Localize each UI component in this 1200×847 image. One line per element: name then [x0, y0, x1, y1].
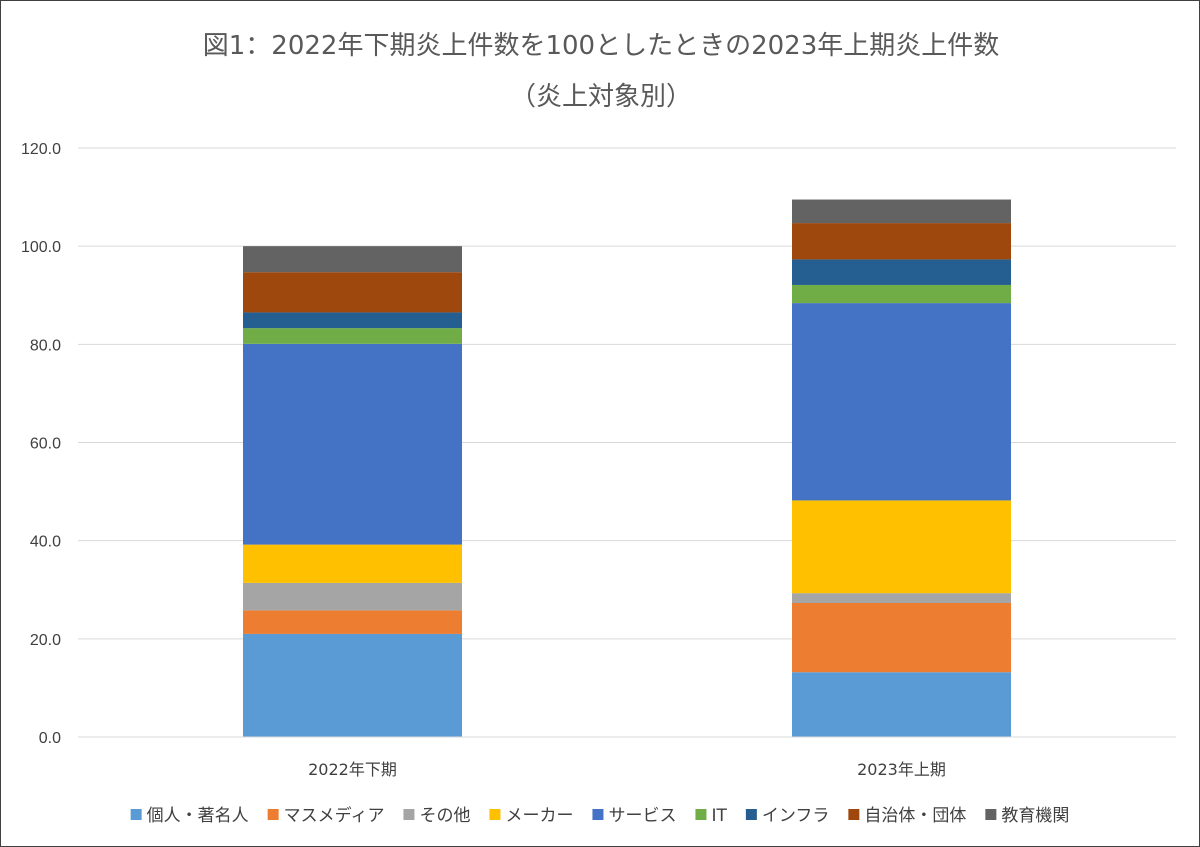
legend-label: 自治体・団体 — [864, 806, 966, 826]
bar-stack — [792, 199, 1011, 737]
bar-segment — [243, 343, 462, 545]
y-tick-label: 80.0 — [30, 337, 61, 354]
legend-item: 教育機関 — [985, 806, 1069, 826]
legend-swatch — [403, 809, 415, 820]
legend-label: 個人・著名人 — [147, 806, 249, 826]
legend-swatch — [489, 809, 501, 820]
legend-item: IT — [695, 806, 727, 826]
x-tick-label: 2023年上期 — [857, 760, 946, 779]
bar-segment — [792, 672, 1011, 737]
legend-swatch — [267, 809, 279, 820]
x-tick-label: 2022年下期 — [308, 760, 397, 779]
bar-segment — [243, 582, 462, 611]
legend-swatch — [592, 809, 604, 820]
bar-segment — [243, 312, 462, 329]
legend-label: その他 — [419, 806, 470, 826]
legend-swatch — [985, 809, 997, 820]
legend-item: その他 — [403, 806, 470, 826]
legend-label: IT — [711, 806, 727, 826]
legend: 個人・著名人 マスメディア その他 メーカー サービス IT インフラ 自治体・団体 教育機関 — [130, 805, 1069, 826]
legend-label: サービス — [608, 806, 676, 826]
y-tick-label: 120.0 — [21, 141, 61, 158]
bar-segment — [792, 199, 1011, 224]
bar-segment — [792, 303, 1011, 501]
bar-segment — [243, 328, 462, 344]
legend-item: インフラ — [745, 806, 830, 826]
x-axis-labels: 2022年下期 2023年上期 — [308, 760, 946, 779]
y-tick-label: 40.0 — [30, 534, 61, 551]
legend-swatch — [695, 809, 707, 820]
y-tick-label: 0.0 — [39, 730, 61, 747]
bar-segment — [243, 246, 462, 273]
legend-swatch — [848, 809, 860, 820]
legend-label: インフラ — [762, 806, 830, 826]
chart-title: 図1：2022年下期炎上件数を100としたときの2023年上期炎上件数 — [203, 31, 1000, 61]
legend-item: マスメディア — [267, 805, 385, 826]
bar-segment — [792, 593, 1011, 604]
legend-item: 個人・著名人 — [130, 806, 249, 826]
bar-segment — [792, 603, 1011, 673]
legend-swatch — [130, 809, 142, 820]
bar-stack — [243, 246, 462, 737]
bars — [243, 199, 1011, 737]
y-axis-ticks: 0.0 20.0 40.0 60.0 80.0 100.0 120.0 — [21, 141, 61, 747]
bar-segment — [792, 223, 1011, 260]
legend-item: メーカー — [489, 806, 573, 826]
bar-segment — [792, 284, 1011, 304]
bar-segment — [792, 500, 1011, 594]
bar-segment — [243, 610, 462, 634]
legend-swatch — [745, 809, 757, 820]
legend-item: 自治体・団体 — [848, 806, 966, 826]
gridlines — [78, 147, 1176, 640]
bar-segment — [792, 259, 1011, 285]
y-tick-label: 60.0 — [30, 436, 61, 453]
y-tick-label: 20.0 — [30, 632, 61, 649]
bar-segment — [243, 272, 462, 313]
y-tick-label: 100.0 — [21, 239, 61, 256]
chart-subtitle: （炎上対象別） — [510, 82, 692, 112]
bar-segment — [243, 633, 462, 737]
legend-item: サービス — [592, 806, 676, 826]
legend-label: メーカー — [505, 806, 573, 826]
bar-segment — [243, 544, 462, 583]
legend-label: マスメディア — [284, 805, 385, 826]
legend-label: 教育機関 — [1001, 806, 1069, 826]
